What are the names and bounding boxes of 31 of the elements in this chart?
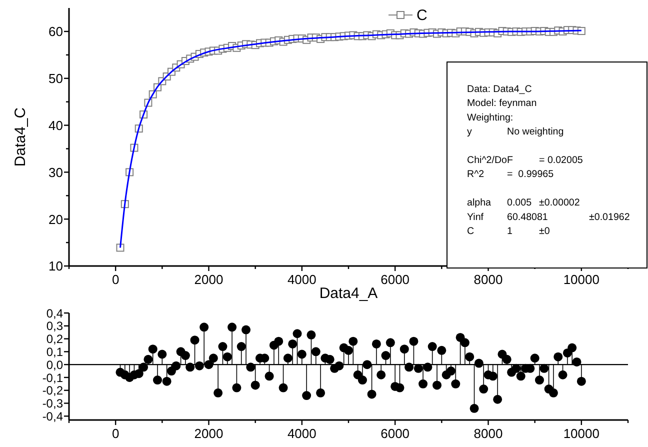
y-tick-label: 20 <box>48 212 63 227</box>
x-tick-label: 8000 <box>474 426 503 441</box>
y-tick-label: -0,4 <box>42 409 64 424</box>
y-tick-label: 0,3 <box>46 319 64 334</box>
x-tick-label: 0 <box>112 272 120 287</box>
x-tick-label: 0 <box>112 426 120 441</box>
y-tick-label: -0,3 <box>42 396 64 411</box>
y-tick-label: 0,1 <box>46 344 64 359</box>
y-tick-label: 50 <box>48 71 63 86</box>
legend-label: C <box>416 7 428 24</box>
y-tick-label: 60 <box>48 24 63 40</box>
x-axis-title: Data4_A <box>319 285 378 302</box>
y-tick-label: 0,0 <box>46 358 64 372</box>
y-tick-label: 0,4 <box>46 306 64 320</box>
y-tick-label: 0,2 <box>46 332 64 346</box>
x-tick-label: 6000 <box>380 272 410 287</box>
y-axis-title: Data4_C <box>12 107 29 167</box>
fit-results-box: Data: Data4_C Model: feynman Weighting: y No weighting Chi^2/DoF = 0.02005 R^2 = 0.99965 alpha 0.005 ±0.00002 Yinf 60.48081 ±0.01962 C 1 ±0 <box>446 62 648 268</box>
x-tick-label: 10000 <box>563 426 600 441</box>
y-tick-label: -0,2 <box>42 384 64 398</box>
x-tick-label: 2000 <box>194 272 224 287</box>
x-tick-label: 4000 <box>287 426 316 441</box>
y-tick-label: 40 <box>48 118 63 133</box>
x-tick-label: 2000 <box>194 426 224 441</box>
y-tick-label: -0,1 <box>42 370 64 385</box>
x-tick-label: 8000 <box>474 272 503 287</box>
y-tick-label: 10 <box>48 258 63 274</box>
x-tick-label: 6000 <box>380 426 410 441</box>
x-tick-label: 10000 <box>563 272 600 287</box>
x-tick-label: 4000 <box>287 272 316 287</box>
y-tick-label: 30 <box>48 164 63 180</box>
